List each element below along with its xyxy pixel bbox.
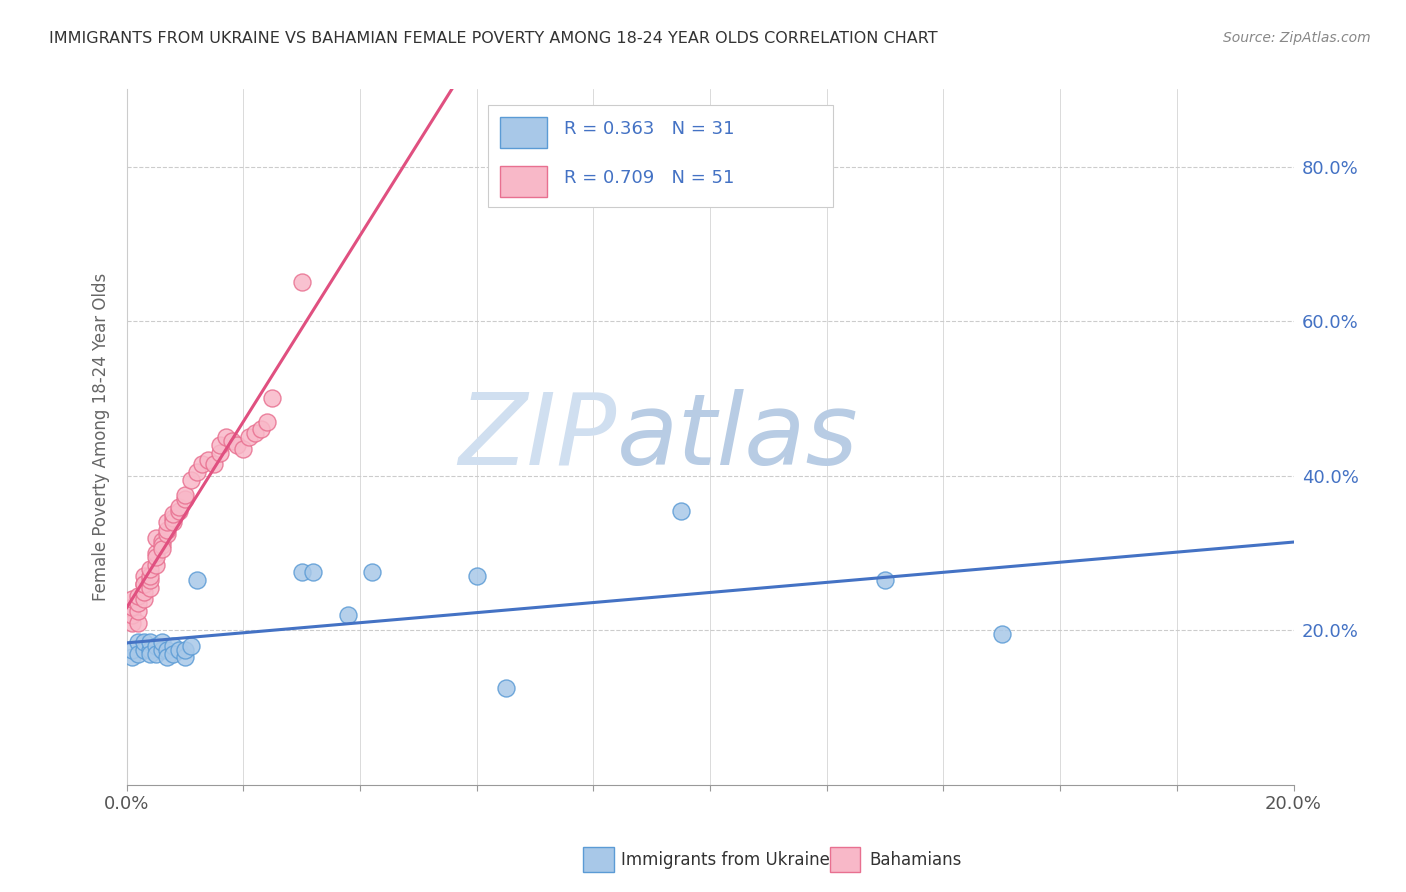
Point xyxy=(121,642,143,657)
Point xyxy=(145,549,167,564)
FancyBboxPatch shape xyxy=(501,166,547,197)
Point xyxy=(150,542,173,557)
Point xyxy=(145,647,167,661)
Point xyxy=(162,639,184,653)
Point xyxy=(162,508,184,522)
Point xyxy=(208,445,231,459)
Point xyxy=(174,642,197,657)
Point xyxy=(127,647,149,661)
Point xyxy=(121,650,143,665)
FancyBboxPatch shape xyxy=(501,117,547,148)
Point xyxy=(132,635,155,649)
Point xyxy=(132,569,155,583)
Point xyxy=(197,453,219,467)
Point xyxy=(139,635,162,649)
Point xyxy=(145,531,167,545)
Point xyxy=(127,604,149,618)
Point xyxy=(167,500,190,514)
Point xyxy=(121,615,143,630)
Point xyxy=(132,592,155,607)
Point xyxy=(121,600,143,615)
Point xyxy=(167,503,190,517)
Point xyxy=(145,639,167,653)
Point xyxy=(990,627,1012,641)
Text: R = 0.709   N = 51: R = 0.709 N = 51 xyxy=(564,169,734,187)
Point xyxy=(302,566,325,580)
Point xyxy=(121,592,143,607)
Point xyxy=(139,647,162,661)
Point xyxy=(174,650,197,665)
Point xyxy=(208,438,231,452)
Point xyxy=(256,415,278,429)
Point xyxy=(132,642,155,657)
Point xyxy=(191,457,214,471)
Point xyxy=(238,430,260,444)
Point xyxy=(186,465,208,479)
Point xyxy=(150,642,173,657)
Point xyxy=(174,488,197,502)
Point xyxy=(145,546,167,560)
Point xyxy=(139,581,162,595)
Point xyxy=(495,681,517,696)
Point xyxy=(127,635,149,649)
Point xyxy=(875,573,897,587)
Text: Immigrants from Ukraine: Immigrants from Ukraine xyxy=(621,851,831,869)
Point xyxy=(127,615,149,630)
Point xyxy=(162,511,184,525)
Point xyxy=(221,434,243,448)
Point xyxy=(337,607,360,622)
Point xyxy=(150,538,173,552)
Text: Bahamians: Bahamians xyxy=(869,851,962,869)
Y-axis label: Female Poverty Among 18-24 Year Olds: Female Poverty Among 18-24 Year Olds xyxy=(91,273,110,601)
Point xyxy=(174,491,197,506)
Point xyxy=(243,426,266,441)
Point xyxy=(156,515,179,529)
Point xyxy=(290,566,312,580)
Point xyxy=(139,569,162,583)
Point xyxy=(156,650,179,665)
Point xyxy=(669,503,692,517)
Point xyxy=(150,534,173,549)
Point xyxy=(156,642,179,657)
Point xyxy=(180,639,202,653)
Text: ZIP: ZIP xyxy=(458,389,617,485)
Text: Source: ZipAtlas.com: Source: ZipAtlas.com xyxy=(1223,31,1371,45)
Point xyxy=(186,573,208,587)
Text: R = 0.363   N = 31: R = 0.363 N = 31 xyxy=(564,120,735,138)
Point xyxy=(465,569,488,583)
Point xyxy=(139,642,162,657)
Point xyxy=(150,635,173,649)
Point xyxy=(132,577,155,591)
Point xyxy=(167,642,190,657)
Point xyxy=(232,442,254,456)
Point xyxy=(180,473,202,487)
Point xyxy=(226,438,249,452)
Point xyxy=(262,392,284,406)
Point xyxy=(202,457,225,471)
Point xyxy=(290,276,312,290)
Point xyxy=(127,596,149,610)
Point xyxy=(139,573,162,587)
Point xyxy=(156,526,179,541)
Point xyxy=(215,430,238,444)
Point xyxy=(121,607,143,622)
Point xyxy=(360,566,382,580)
Point xyxy=(132,584,155,599)
Point xyxy=(139,561,162,575)
Point xyxy=(249,422,271,436)
Point xyxy=(162,647,184,661)
Point xyxy=(162,515,184,529)
Point xyxy=(127,589,149,603)
Text: IMMIGRANTS FROM UKRAINE VS BAHAMIAN FEMALE POVERTY AMONG 18-24 YEAR OLDS CORRELA: IMMIGRANTS FROM UKRAINE VS BAHAMIAN FEMA… xyxy=(49,31,938,46)
Point xyxy=(145,558,167,572)
Point xyxy=(156,523,179,537)
Point xyxy=(132,577,155,591)
FancyBboxPatch shape xyxy=(488,104,832,208)
Text: atlas: atlas xyxy=(617,389,858,485)
